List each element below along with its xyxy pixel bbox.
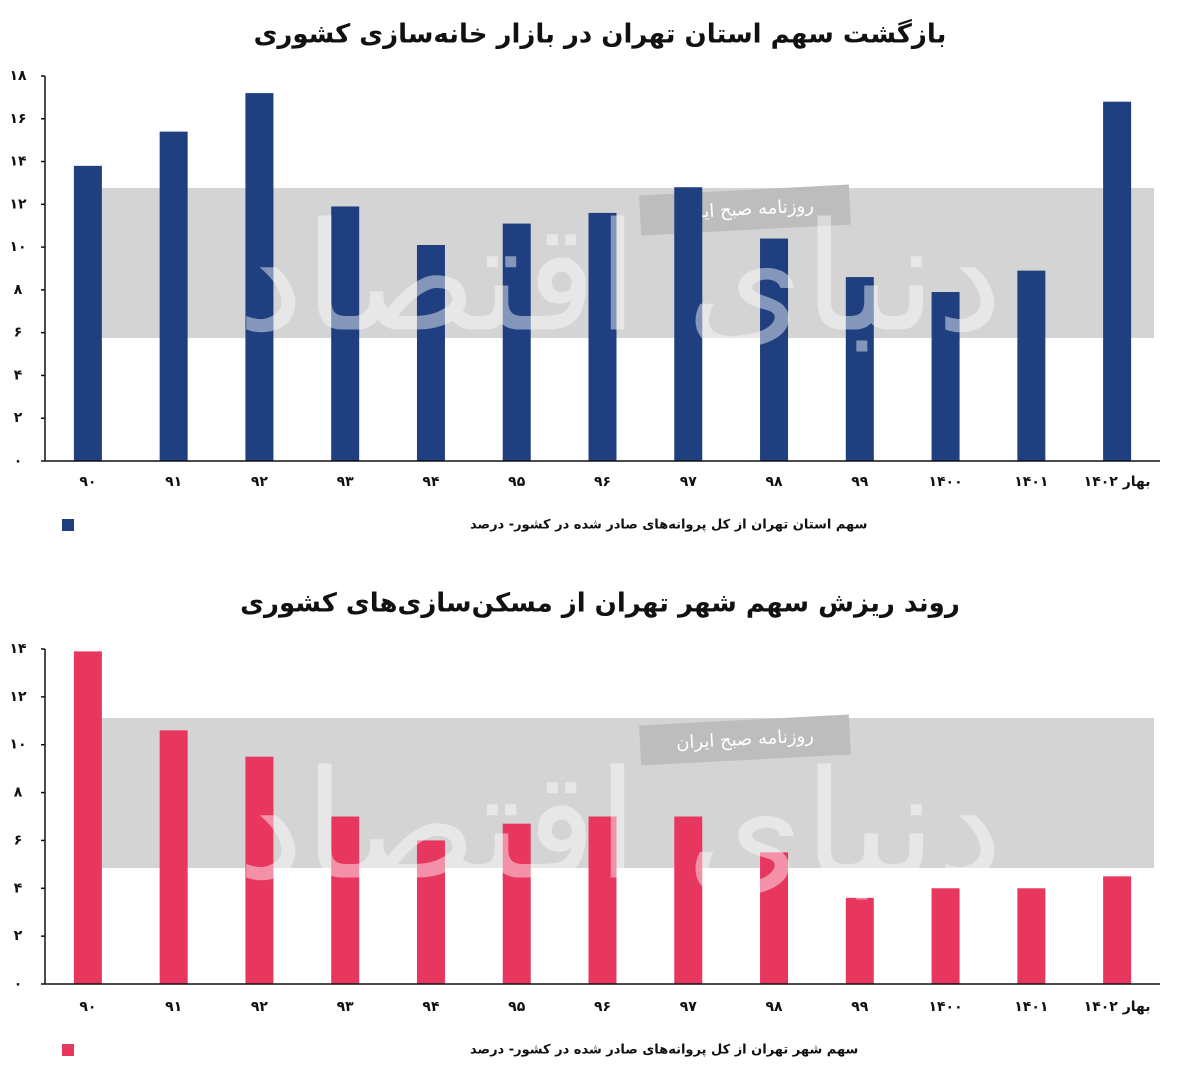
- x-tick-label: ۱۴۰۱: [1014, 999, 1048, 1015]
- y-tick-label: ۸: [14, 785, 23, 801]
- y-tick-label: ۴: [14, 880, 23, 896]
- x-tick-label: ۱۴۰۱: [1014, 474, 1048, 490]
- y-tick-label: ۱۰: [9, 737, 26, 753]
- y-tick-label: ۲: [14, 410, 23, 426]
- x-tick-label: ۹۸: [765, 999, 783, 1015]
- bar: [1103, 101, 1132, 462]
- x-tick-label: ۹۹: [851, 474, 869, 490]
- y-tick-label: ۶: [14, 832, 23, 848]
- x-tick-label: ۱۴۰۰: [928, 474, 962, 490]
- x-tick-label: بهار ۱۴۰۲: [1084, 474, 1151, 490]
- y-tick-label: ۴: [14, 367, 23, 383]
- y-tick-label: ۱۲: [9, 689, 27, 705]
- bar: [1017, 888, 1046, 984]
- bar: [588, 212, 617, 461]
- x-tick-label: ۹۰: [79, 474, 96, 490]
- bar: [845, 897, 874, 984]
- bar: [245, 756, 274, 984]
- y-tick-label: ۱۲: [9, 196, 27, 212]
- y-tick-label: ۱۴: [9, 154, 27, 170]
- bar: [502, 823, 531, 984]
- legend-label: سهم استان تهران از کل پروانه‌های صادر شد…: [470, 518, 867, 533]
- bar: [416, 244, 445, 461]
- bar: [159, 730, 188, 984]
- y-tick-label: ۰: [14, 976, 23, 992]
- bar: [845, 277, 874, 461]
- y-tick-label: ۶: [14, 325, 23, 341]
- bar: [73, 651, 102, 984]
- bar: [760, 238, 789, 461]
- x-tick-label: ۹۲: [251, 474, 269, 490]
- chart-title: بازگشت سهم استان تهران در بازار خانه‌ساز…: [254, 19, 947, 50]
- x-tick-label: ۹۶: [594, 999, 611, 1015]
- x-tick-label: ۹۰: [79, 999, 96, 1015]
- watermark-box: [639, 714, 851, 766]
- x-tick-label: ۹۵: [508, 474, 526, 490]
- watermark-logo: دنیای اقتصاد: [237, 740, 1003, 914]
- bar: [502, 223, 531, 461]
- legend-label: سهم شهر تهران از کل پروانه‌های صادر شده …: [470, 1043, 858, 1058]
- y-tick-label: ۱۰: [9, 239, 26, 255]
- y-tick-label: ۱۸: [9, 68, 27, 84]
- x-tick-label: ۹۴: [422, 474, 440, 490]
- x-tick-label: ۹۸: [765, 474, 783, 490]
- bar: [331, 206, 360, 461]
- x-tick-label: ۹۶: [594, 474, 611, 490]
- x-tick-label: ۹۳: [337, 999, 355, 1015]
- y-tick-label: ۱۴: [9, 641, 27, 657]
- bar: [931, 888, 960, 984]
- bar: [931, 292, 960, 461]
- bar: [674, 187, 703, 461]
- y-tick-label: ۰: [14, 453, 23, 469]
- x-tick-label: ۹۲: [251, 999, 269, 1015]
- x-tick-label: ۱۴۰۰: [928, 999, 962, 1015]
- x-tick-label: ۹۳: [337, 474, 355, 490]
- bar: [159, 131, 188, 461]
- chart-title: روند ریزش سهم شهر تهران از مسکن‌سازی‌های…: [240, 589, 960, 619]
- y-tick-label: ۸: [14, 282, 23, 298]
- legend-swatch: [62, 1044, 74, 1056]
- x-tick-label: بهار ۱۴۰۲: [1084, 999, 1151, 1015]
- bar: [331, 816, 360, 984]
- bar: [674, 816, 703, 984]
- x-tick-label: ۹۴: [422, 999, 440, 1015]
- bar: [416, 840, 445, 984]
- bar: [1017, 270, 1046, 461]
- bar: [588, 816, 617, 984]
- x-tick-label: ۹۷: [680, 999, 698, 1015]
- x-tick-label: ۹۵: [508, 999, 526, 1015]
- x-tick-label: ۹۱: [165, 999, 182, 1015]
- y-tick-label: ۱۶: [9, 111, 26, 127]
- bar: [245, 93, 274, 461]
- bar: [760, 852, 789, 984]
- x-tick-label: ۹۱: [165, 474, 182, 490]
- watermark-logo: دنیای اقتصاد: [237, 192, 1003, 366]
- bar: [73, 165, 102, 462]
- y-tick-label: ۲: [14, 928, 23, 944]
- x-tick-label: ۹۹: [851, 999, 869, 1015]
- x-tick-label: ۹۷: [680, 474, 698, 490]
- legend-swatch: [62, 519, 74, 531]
- bar: [1103, 876, 1132, 984]
